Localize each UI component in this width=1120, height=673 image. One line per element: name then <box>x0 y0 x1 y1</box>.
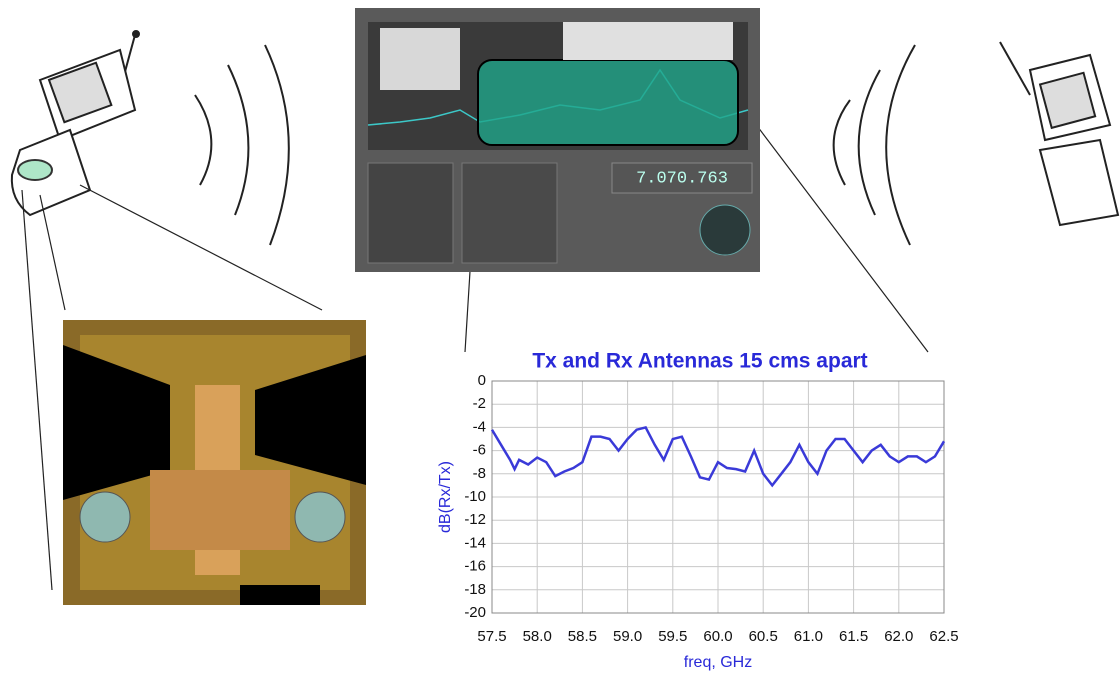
x-tick-label: 62.0 <box>884 628 913 645</box>
y-tick-label: -14 <box>464 534 486 551</box>
x-tick-label: 59.0 <box>613 628 642 645</box>
left-phone <box>10 30 140 217</box>
x-tick-label: 60.0 <box>703 628 732 645</box>
x-tick-label: 58.0 <box>523 628 552 645</box>
x-tick-label: 62.5 <box>929 628 958 645</box>
chart-title: Tx and Rx Antennas 15 cms apart <box>532 350 867 373</box>
frequency-display: 7.070.763 <box>636 169 728 188</box>
y-tick-label: -16 <box>464 558 486 575</box>
y-tick-label: -4 <box>473 418 486 435</box>
data-line <box>490 425 946 488</box>
x-tick-label: 60.5 <box>749 628 778 645</box>
y-axis-label: dB(Rx/Tx) <box>437 461 454 533</box>
x-tick-label: 57.5 <box>477 628 506 645</box>
y-tick-label: -12 <box>464 511 486 528</box>
right-phone <box>999 41 1120 227</box>
x-tick-label: 61.5 <box>839 628 868 645</box>
y-tick-label: -18 <box>464 581 486 598</box>
waves <box>194 44 916 246</box>
x-tick-label: 61.0 <box>794 628 823 645</box>
x-tick-label: 59.5 <box>658 628 687 645</box>
y-tick-label: -2 <box>473 395 486 412</box>
y-tick-label: -6 <box>473 442 486 459</box>
x-axis-label: freq, GHz <box>684 654 752 671</box>
y-tick-label: -20 <box>464 604 486 621</box>
x-tick-label: 58.5 <box>568 628 597 645</box>
y-tick-label: 0 <box>478 372 486 389</box>
chart: 0 -2 -4 -6 -8 -10 -12 -14 -16 -18 -20 57.5 58.0 58.5 5… <box>464 372 958 645</box>
y-tick-label: -10 <box>464 488 486 505</box>
plot-frame <box>491 380 945 614</box>
chip-photo <box>63 320 366 605</box>
y-tick-label: -8 <box>473 465 486 482</box>
software-screenshot: 7.070.763 <box>355 8 760 272</box>
